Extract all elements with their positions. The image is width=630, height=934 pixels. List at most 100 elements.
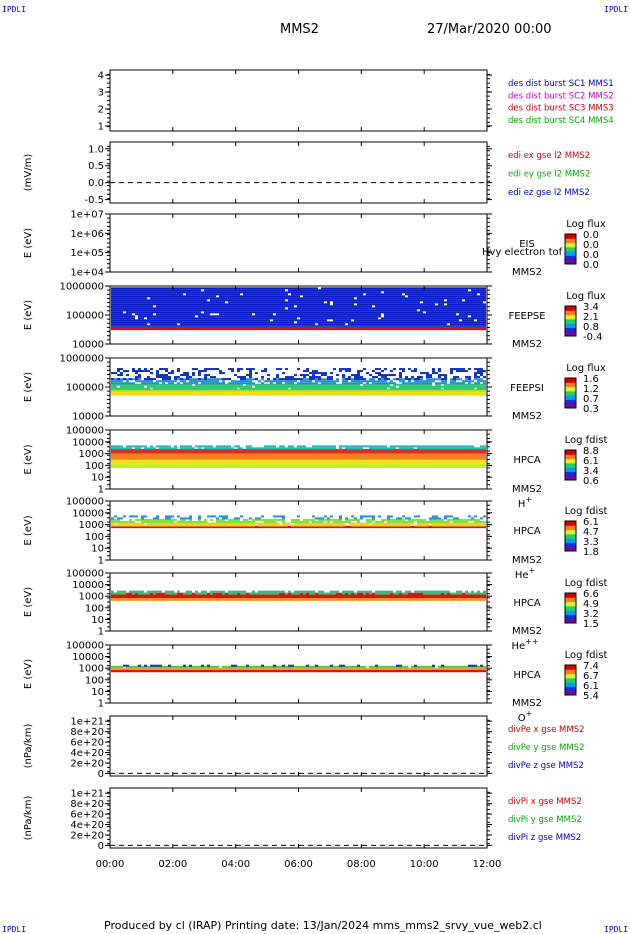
spectrogram-pixel xyxy=(477,383,480,386)
spectrogram-pixel xyxy=(135,376,138,379)
spectrogram-pixel xyxy=(162,378,165,381)
spectrogram-pixel xyxy=(285,293,288,296)
spectrogram-pixel xyxy=(279,295,282,298)
spectrogram-pixel xyxy=(150,315,153,318)
spectrogram-pixel xyxy=(303,592,306,595)
spectrogram-pixel xyxy=(399,297,402,300)
spectrogram-pixel xyxy=(198,319,201,322)
spectrogram-pixel xyxy=(456,297,459,300)
spectrogram-pixel xyxy=(375,305,378,308)
spectrogram-pixel xyxy=(189,447,192,450)
spectrogram-pixel xyxy=(297,299,300,302)
spectrogram-pixel xyxy=(444,287,447,290)
y-tick-label-hpca-he2: 10000 xyxy=(72,580,104,591)
spectrogram-pixel xyxy=(264,301,267,304)
spectrogram-pixel xyxy=(261,590,264,593)
spectrogram-pixel xyxy=(273,522,276,525)
spectrogram-pixel xyxy=(117,445,120,448)
y-tick-label-hpca-he2: 100 xyxy=(85,603,104,614)
spectrogram-pixel xyxy=(378,313,381,316)
colorbar-swatch xyxy=(565,467,576,472)
spectrogram-pixel xyxy=(204,387,207,390)
spectrogram-pixel xyxy=(324,387,327,390)
spectrogram-pixel xyxy=(309,299,312,302)
spectrogram-pixel xyxy=(282,301,285,304)
spectrogram-pixel xyxy=(405,378,408,381)
spectrogram-pixel xyxy=(243,295,246,298)
spectrogram-pixel xyxy=(291,307,294,310)
spectrogram-pixel xyxy=(417,291,420,294)
spectrogram-pixel xyxy=(111,383,114,386)
colorbar-tick-label-feeps-i: 0.3 xyxy=(583,404,599,415)
spectrogram-pixel xyxy=(216,368,219,371)
spectrogram-pixel xyxy=(465,315,468,318)
spectrogram-pixel xyxy=(129,301,132,304)
spectrogram-pixel xyxy=(132,515,135,518)
spectrogram-pixel xyxy=(117,524,120,527)
spectrogram-pixel xyxy=(483,305,486,308)
spectrogram-pixel xyxy=(345,387,348,390)
spectrogram-pixel xyxy=(351,323,354,326)
spectrogram-pixel xyxy=(267,378,270,381)
spectrogram-pixel xyxy=(333,447,336,450)
spectrogram-pixel xyxy=(189,515,192,518)
spectrogram-pixel xyxy=(258,380,261,383)
spectrogram-pixel xyxy=(291,311,294,314)
spectrogram-pixel xyxy=(393,307,396,310)
spectrogram-pixel xyxy=(303,319,306,322)
spectrogram-pixel xyxy=(453,447,456,450)
spectrogram-pixel xyxy=(186,317,189,320)
spectrogram-pixel xyxy=(468,317,471,320)
spectrogram-pixel xyxy=(237,323,240,326)
spectrogram-pixel xyxy=(285,295,288,298)
spectrogram-pixel xyxy=(177,295,180,298)
spectrogram-pixel xyxy=(231,293,234,296)
spectrogram-pixel xyxy=(231,385,234,388)
spectrogram-pixel xyxy=(369,297,372,300)
spectrogram-pixel xyxy=(339,293,342,296)
spectrogram-pixel xyxy=(216,297,219,300)
spectrogram-pixel xyxy=(300,383,303,386)
spectrogram-pixel xyxy=(375,592,378,595)
spectrogram-pixel xyxy=(267,313,270,316)
spectrogram-pixel xyxy=(213,447,216,450)
spectrogram-pixel xyxy=(474,592,477,595)
spectrogram-pixel xyxy=(453,665,456,668)
spectrogram-pixel xyxy=(300,291,303,294)
spectrogram-pixel xyxy=(483,309,486,312)
spectrogram-pixel xyxy=(477,385,480,388)
spectrogram-pixel xyxy=(390,319,393,322)
spectrogram-pixel xyxy=(432,321,435,324)
spectrogram-pixel xyxy=(129,515,132,518)
spectrogram-pixel xyxy=(258,319,261,322)
spectrogram-pixel xyxy=(453,301,456,304)
panel-frame-divpe xyxy=(109,715,488,777)
spectrogram-pixel xyxy=(192,315,195,318)
spectrogram-pixel xyxy=(156,522,159,525)
spectrogram-pixel xyxy=(186,372,189,375)
spectrogram-pixel xyxy=(192,307,195,310)
spectrogram-pixel xyxy=(474,313,477,316)
spectrogram-pixel xyxy=(303,376,306,379)
spectrogram-pixel xyxy=(237,665,240,668)
spectrogram-pixel xyxy=(297,319,300,322)
spectrogram-pixel xyxy=(390,303,393,306)
spectrogram-pixel xyxy=(156,287,159,290)
spectrogram-pixel xyxy=(354,293,357,296)
spectrogram-pixel xyxy=(351,385,354,388)
legend-entry-edi-e: edi ez gse l2 MMS2 xyxy=(508,188,590,198)
spectrogram-pixel xyxy=(291,309,294,312)
spectrogram-pixel xyxy=(372,378,375,381)
spectrogram-pixel xyxy=(135,515,138,518)
spectrogram-pixel xyxy=(402,445,405,448)
spectrogram-pixel xyxy=(348,383,351,386)
spectrogram-pixel xyxy=(282,385,285,388)
spectrogram-pixel xyxy=(339,515,342,518)
spectrogram-pixel xyxy=(279,323,282,326)
spectrogram-pixel xyxy=(480,372,483,375)
spectrogram-pixel xyxy=(399,319,402,322)
spectrogram-pixel xyxy=(411,370,414,373)
spectrogram-pixel xyxy=(423,313,426,316)
spectrogram-pixel xyxy=(402,299,405,302)
spectrogram-pixel xyxy=(168,380,171,383)
